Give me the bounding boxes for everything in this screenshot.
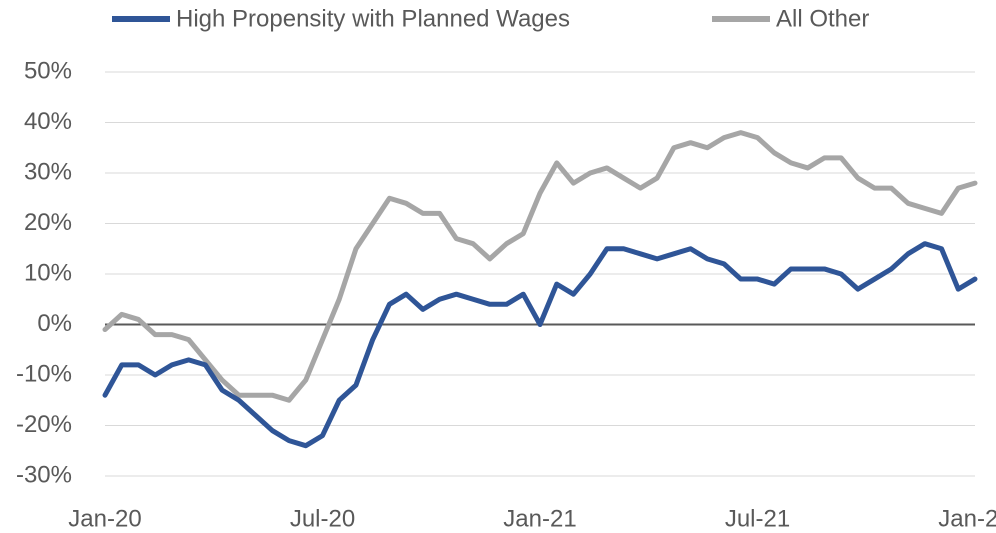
series-line xyxy=(102,130,978,403)
y-tick-label: 50% xyxy=(24,57,72,84)
legend-label: High Propensity with Planned Wages xyxy=(176,5,570,32)
y-tick-label: 0% xyxy=(37,310,72,337)
y-tick-label: -20% xyxy=(16,411,72,438)
x-tick-label: Jan-22 xyxy=(938,505,996,532)
y-tick-label: 10% xyxy=(24,259,72,286)
x-tick-label: Jan-20 xyxy=(68,505,141,532)
y-tick-label: -10% xyxy=(16,360,72,387)
x-tick-label: Jul-21 xyxy=(725,505,790,532)
legend-label: All Other xyxy=(776,5,869,32)
series-line xyxy=(102,241,978,449)
y-tick-label: -30% xyxy=(16,461,72,488)
y-tick-label: 40% xyxy=(24,108,72,135)
x-tick-label: Jul-20 xyxy=(290,505,355,532)
y-tick-label: 20% xyxy=(24,209,72,236)
x-tick-label: Jan-21 xyxy=(503,505,576,532)
y-tick-label: 30% xyxy=(24,158,72,185)
